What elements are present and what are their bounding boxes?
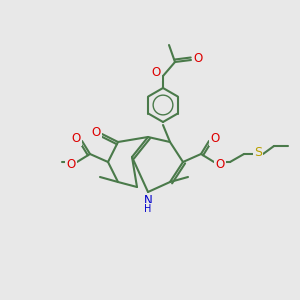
Text: O: O [194, 52, 202, 65]
Text: O: O [210, 131, 220, 145]
Text: S: S [254, 146, 262, 160]
Text: O: O [92, 125, 100, 139]
Text: N: N [144, 194, 152, 208]
Text: O: O [215, 158, 225, 170]
Text: H: H [144, 204, 152, 214]
Text: O: O [152, 67, 160, 80]
Text: O: O [71, 131, 81, 145]
Text: O: O [66, 158, 76, 170]
